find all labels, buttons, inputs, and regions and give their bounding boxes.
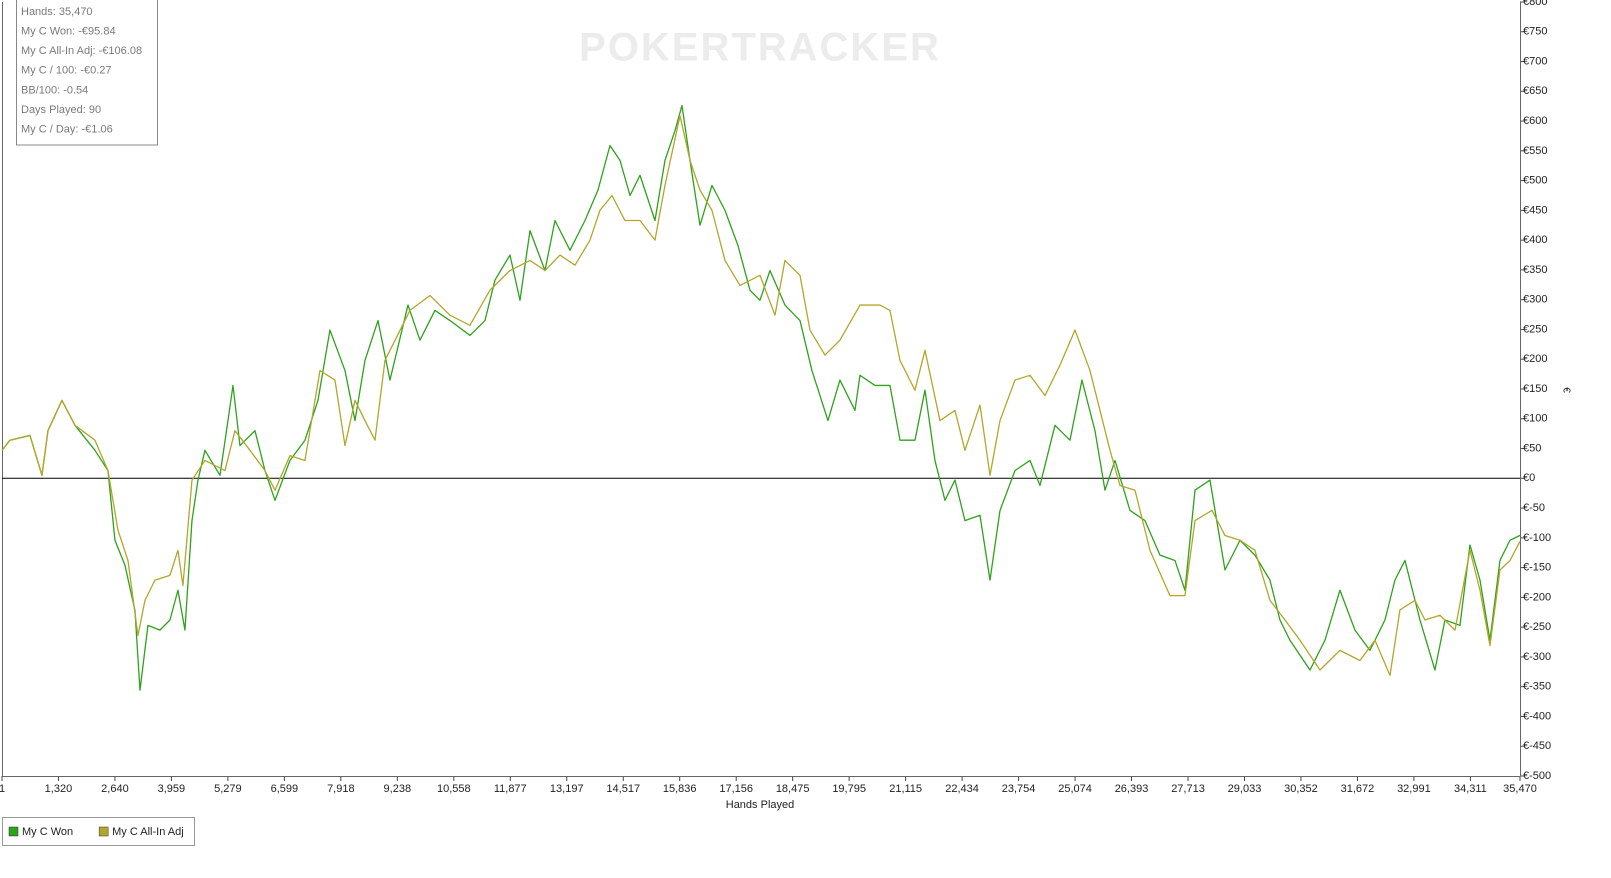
y-tick-label: €750 [1523,26,1547,38]
x-tick-label: 27,713 [1171,783,1205,795]
y-tick-label: €0 [1523,472,1535,484]
x-tick-label: 23,754 [1002,783,1036,795]
x-tick-label: 25,074 [1058,783,1092,795]
x-tick-label: 5,279 [214,783,242,795]
y-tick-label: €-400 [1523,710,1551,722]
legend: My C Won My C All-In Adj [2,817,195,846]
series-line [1,115,1521,677]
plot-area: €-500 €-450 €-400 €-350 €-300 €-250 €-200 €-150… [0,0,1551,795]
legend-label: My C Won [22,826,73,838]
x-tick-label: 34,311 [1454,783,1487,795]
x-tick-label: 18,475 [776,783,810,795]
y-tick-label: €-450 [1523,740,1551,752]
y-tick-label: €-250 [1523,621,1551,633]
x-tick-label: 6,599 [271,783,299,795]
watermark: POKERTRACKER [579,26,941,70]
y-tick-label: €600 [1523,115,1547,127]
info-line: My C / Day: -€1.06 [21,124,113,136]
x-tick-label: 10,558 [437,783,471,795]
x-tick-label: 7,918 [327,783,355,795]
info-box: Hands: 35,470 My C Won: -€95.84 My C All-I… [16,0,158,146]
y-tick-label: €250 [1523,323,1547,335]
x-tick-label: 29,033 [1228,783,1262,795]
x-tick-label: 22,434 [945,783,979,795]
x-tick-label: 21,115 [889,783,922,795]
y-tick-label: €200 [1523,353,1547,365]
info-line: My C / 100: -€0.27 [21,65,112,77]
x-tick-label: 30,352 [1284,783,1318,795]
x-tick-label: 14,517 [606,783,640,795]
x-tick-label: 26,393 [1115,783,1149,795]
x-axis-label: Hands Played [726,799,795,811]
y-tick-label: €-200 [1523,591,1551,603]
x-tick-label: 35,470 [1503,783,1537,795]
x-tick-label: 13,197 [550,783,584,795]
x-tick-label: 17,156 [719,783,753,795]
series-line [1,104,1521,691]
legend-label: My C All-In Adj [112,826,184,838]
x-tick-label: 11,877 [494,783,527,795]
info-line: BB/100: -0.54 [21,84,88,96]
y-axis-label: € [1560,387,1571,393]
y-tick-label: €-350 [1523,681,1551,693]
info-box-frame [16,0,158,146]
legend-frame [2,817,195,846]
x-tick-label: 3,959 [158,783,186,795]
x-tick-label: 19,795 [832,783,866,795]
x-tick-label: 1 [0,783,5,795]
x-tick-label: 9,238 [384,783,412,795]
y-tick-label: €400 [1523,234,1547,246]
y-tick-label: €150 [1523,383,1547,395]
x-tick-label: 31,672 [1341,783,1375,795]
y-tick-label: €450 [1523,204,1547,216]
y-tick-label: €500 [1523,175,1547,187]
y-tick-label: €100 [1523,413,1547,425]
x-tick-label: 32,991 [1397,783,1431,795]
y-tick-label: €-300 [1523,651,1551,663]
y-tick-label: €650 [1523,85,1547,97]
y-tick-label: €-150 [1523,562,1551,574]
y-tick-label: €700 [1523,55,1547,67]
info-line: My C Won: -€95.84 [21,26,116,38]
info-line: Hands: 35,470 [21,6,93,18]
legend-swatch [8,826,19,837]
y-tick-label: €-100 [1523,532,1551,544]
info-line: Days Played: 90 [21,104,101,116]
y-tick-label: €800 [1523,0,1547,8]
y-tick-label: €-500 [1523,770,1551,782]
y-tick-label: €350 [1523,264,1547,276]
y-tick-label: €550 [1523,145,1547,157]
y-tick-label: €-50 [1523,502,1545,514]
x-tick-label: 2,640 [101,783,129,795]
y-tick-label: €50 [1523,442,1541,454]
legend-swatch [98,826,109,837]
y-tick-label: €300 [1523,294,1547,306]
info-line: My C All-In Adj: -€106.08 [21,45,142,57]
x-tick-label: 15,836 [663,783,697,795]
x-tick-label: 1,320 [45,783,73,795]
